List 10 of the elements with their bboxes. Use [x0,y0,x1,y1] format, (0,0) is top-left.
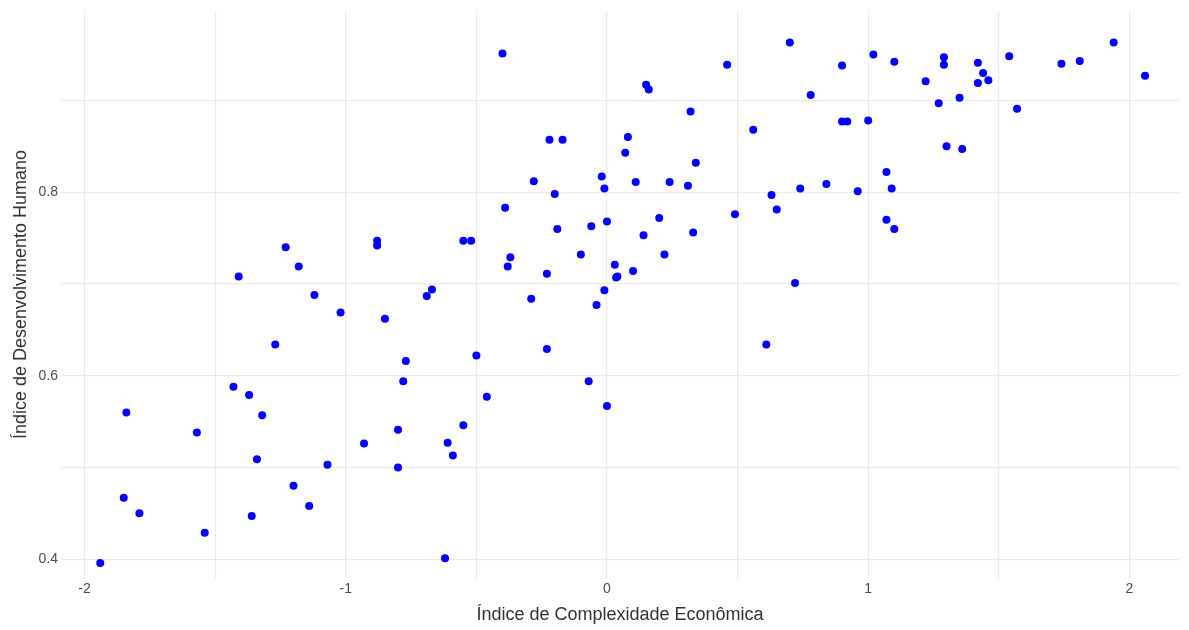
x-tick-label: -1 [339,579,353,596]
x-tick-label: -2 [78,579,92,596]
y-tick-label: 0.6 [38,366,59,383]
x-tick-label: 2 [1125,579,1134,596]
y-axis-title: Índice de Desenvolvimento Humano [9,149,30,440]
y-tick-label: 0.8 [38,183,59,200]
x-axis-title: Índice de Complexidade Econômica [476,604,765,625]
x-tick-label: 1 [864,579,873,596]
y-tick-label: 0.4 [38,550,59,567]
x-tick-label: 0 [603,579,612,596]
